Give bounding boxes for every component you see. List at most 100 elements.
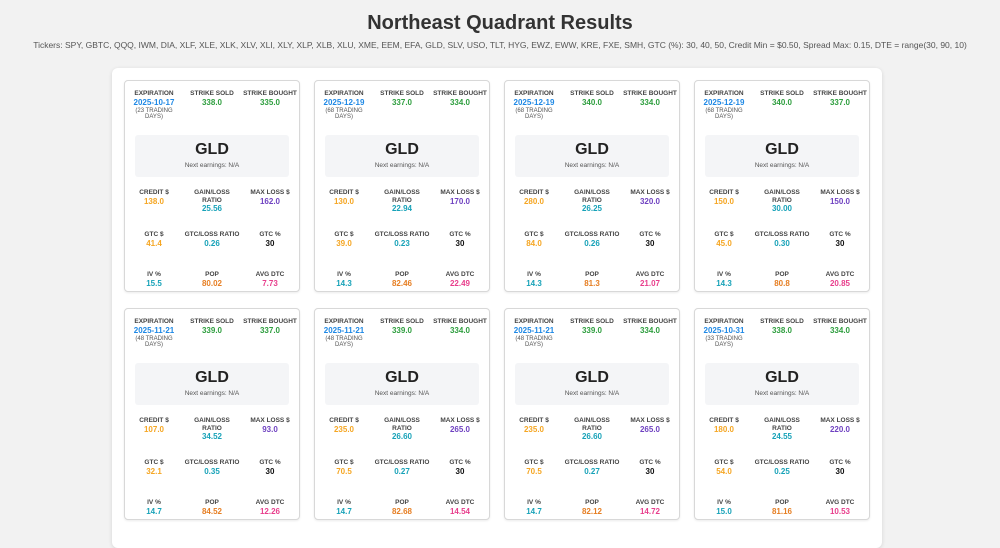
trading-days: (33 TRADING DAYS) — [705, 335, 743, 349]
strike-bought-value: 334.0 — [449, 325, 471, 335]
iv-value: 14.7 — [526, 506, 542, 516]
gtc-loss-label: GTC/LOSS RATIO — [184, 459, 240, 466]
result-card: EXPIRATION 2025-12-19 (68 TRADING DAYS) … — [314, 80, 490, 292]
max-loss-label: MAX LOSS $ — [630, 417, 670, 424]
trading-days: (48 TRADING DAYS) — [325, 335, 363, 349]
gain-loss-cell: GAIN/LOSS RATIO 26.25 — [564, 189, 620, 214]
strike-sold-value: 338.0 — [771, 325, 793, 335]
credit-value: 130.0 — [333, 196, 355, 206]
max-loss-cell: MAX LOSS $ 93.0 — [242, 417, 298, 442]
avg-dtc-label: AVG DTC — [445, 499, 475, 506]
credit-label: CREDIT $ — [329, 189, 359, 196]
trading-days: (48 TRADING DAYS) — [135, 335, 173, 349]
iv-cell: IV % 15.5 — [126, 271, 182, 289]
iv-value: 14.3 — [716, 278, 732, 288]
results-panel: EXPIRATION 2025-10-17 (23 TRADING DAYS) … — [112, 68, 882, 548]
iv-cell: IV % 14.7 — [506, 499, 562, 517]
credit-label: CREDIT $ — [709, 417, 739, 424]
gtc-row: GTC $ 70.5 GTC/LOSS RATIO 0.27 GTC % 30 — [505, 459, 679, 477]
gtc-loss-value: 0.25 — [774, 466, 790, 476]
gtc-pct-label: GTC % — [639, 459, 661, 466]
strike-sold-label: STRIKE SOLD — [380, 318, 424, 325]
gtc-dollar-value: 45.0 — [716, 238, 732, 248]
max-loss-value: 265.0 — [639, 424, 661, 434]
gtc-dollar-label: GTC $ — [334, 231, 354, 238]
gain-loss-label: GAIN/LOSS RATIO — [384, 417, 420, 432]
expiration-label: EXPIRATION — [134, 318, 174, 325]
gtc-loss-label: GTC/LOSS RATIO — [374, 231, 430, 238]
credit-label: CREDIT $ — [519, 417, 549, 424]
iv-label: IV % — [147, 499, 161, 506]
iv-label: IV % — [717, 271, 731, 278]
ticker-box: GLD Next earnings: N/A — [325, 135, 479, 177]
gtc-pct-label: GTC % — [829, 459, 851, 466]
credit-row: CREDIT $ 180.0 GAIN/LOSS RATIO 24.55 MAX… — [695, 417, 869, 442]
avg-dtc-cell: AVG DTC 20.85 — [812, 271, 868, 289]
ticker-box: GLD Next earnings: N/A — [705, 135, 859, 177]
credit-cell: CREDIT $ 150.0 — [696, 189, 752, 214]
gtc-pct-value: 30 — [645, 466, 655, 476]
iv-value: 14.7 — [336, 506, 352, 516]
strike-sold-cell: STRIKE SOLD 338.0 — [754, 318, 810, 349]
pop-label: POP — [775, 271, 789, 278]
pop-label: POP — [205, 499, 219, 506]
credit-row: CREDIT $ 150.0 GAIN/LOSS RATIO 30.00 MAX… — [695, 189, 869, 214]
expiration-date: 2025-11-21 — [323, 325, 365, 335]
avg-dtc-cell: AVG DTC 21.07 — [622, 271, 678, 289]
gtc-loss-value: 0.27 — [584, 466, 600, 476]
gtc-dollar-cell: GTC $ 70.5 — [316, 459, 372, 477]
iv-label: IV % — [147, 271, 161, 278]
expiration-label: EXPIRATION — [514, 318, 554, 325]
gtc-pct-label: GTC % — [259, 459, 281, 466]
stats-row: IV % 14.7 POP 84.52 AVG DTC 12.26 — [125, 499, 299, 517]
credit-label: CREDIT $ — [519, 189, 549, 196]
avg-dtc-cell: AVG DTC 14.54 — [432, 499, 488, 517]
avg-dtc-value: 10.53 — [829, 506, 851, 516]
gain-loss-cell: GAIN/LOSS RATIO 25.56 — [184, 189, 240, 214]
pop-value: 80.8 — [774, 278, 790, 288]
next-earnings: Next earnings: N/A — [564, 390, 620, 397]
gtc-loss-label: GTC/LOSS RATIO — [184, 231, 240, 238]
gtc-loss-label: GTC/LOSS RATIO — [374, 459, 430, 466]
avg-dtc-value: 12.26 — [259, 506, 281, 516]
gtc-pct-value: 30 — [455, 466, 465, 476]
gtc-dollar-label: GTC $ — [714, 459, 734, 466]
pop-value: 81.16 — [771, 506, 793, 516]
gain-loss-value: 26.60 — [391, 432, 413, 441]
iv-value: 15.0 — [716, 506, 732, 516]
max-loss-label: MAX LOSS $ — [250, 189, 290, 196]
next-earnings: Next earnings: N/A — [754, 390, 810, 397]
card-header-row: EXPIRATION 2025-12-19 (68 TRADING DAYS) … — [505, 90, 679, 121]
ticker-symbol: GLD — [385, 369, 419, 386]
gtc-loss-label: GTC/LOSS RATIO — [754, 231, 810, 238]
strike-bought-label: STRIKE BOUGHT — [433, 318, 487, 325]
result-card: EXPIRATION 2025-10-17 (23 TRADING DAYS) … — [124, 80, 300, 292]
next-earnings: Next earnings: N/A — [374, 162, 430, 169]
gtc-pct-value: 30 — [645, 238, 655, 248]
max-loss-value: 150.0 — [829, 196, 851, 206]
credit-cell: CREDIT $ 107.0 — [126, 417, 182, 442]
max-loss-label: MAX LOSS $ — [630, 189, 670, 196]
gtc-loss-label: GTC/LOSS RATIO — [564, 459, 620, 466]
strike-sold-value: 338.0 — [201, 97, 223, 107]
credit-value: 150.0 — [713, 196, 735, 206]
result-card: EXPIRATION 2025-11-21 (48 TRADING DAYS) … — [314, 308, 490, 520]
gtc-pct-value: 30 — [835, 466, 845, 476]
credit-cell: CREDIT $ 138.0 — [126, 189, 182, 214]
page-title: Northeast Quadrant Results — [367, 12, 633, 34]
max-loss-cell: MAX LOSS $ 320.0 — [622, 189, 678, 214]
gain-loss-value: 22.94 — [391, 204, 413, 213]
iv-cell: IV % 14.3 — [316, 271, 372, 289]
gain-loss-label: GAIN/LOSS RATIO — [764, 189, 800, 204]
strike-bought-value: 334.0 — [829, 325, 851, 335]
gtc-pct-label: GTC % — [449, 459, 471, 466]
credit-label: CREDIT $ — [139, 189, 169, 196]
expiration-date: 2025-12-19 — [703, 97, 745, 107]
avg-dtc-label: AVG DTC — [635, 499, 665, 506]
iv-value: 15.5 — [146, 278, 162, 288]
gtc-loss-cell: GTC/LOSS RATIO 0.35 — [184, 459, 240, 477]
iv-label: IV % — [527, 499, 541, 506]
strike-bought-cell: STRIKE BOUGHT 337.0 — [242, 318, 298, 349]
pop-cell: POP 81.3 — [564, 271, 620, 289]
expiration-cell: EXPIRATION 2025-11-21 (48 TRADING DAYS) — [506, 318, 562, 349]
